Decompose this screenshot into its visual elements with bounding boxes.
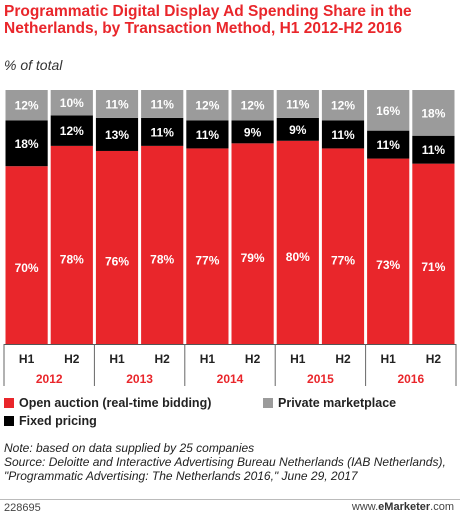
notes: Note: based on data supplied by 25 compa… [4,441,456,483]
data-label-3-9: 16% [376,104,400,118]
legend-label-fixed-pricing: Fixed pricing [19,414,97,428]
x-tick-label-10: H2 [426,352,442,366]
bar-segment-2-7 [276,117,319,141]
data-label-1-4: 78% [150,252,174,266]
data-label-2-9: 11% [377,138,401,152]
stacked-bar-chart: 70% 18% 12% H1 78% 12% 10% H2 76% 13% 11% H1 78% 11% 1… [3,90,457,386]
bar-segment-1-2 [50,145,93,344]
data-label-1-1: 70% [15,261,39,275]
bar-segment-3-6 [231,90,274,121]
legend-item-private-marketplace: Private marketplace [263,396,396,410]
bar-segment-2-5 [186,120,229,149]
source-text: Source: Deloitte and Interactive Adverti… [4,455,446,483]
data-label-3-8: 12% [331,99,355,113]
legend-swatch-private-marketplace [263,398,273,408]
bar-segment-1-9 [367,158,410,344]
bar-segment-2-9 [367,130,410,159]
x-tick-label-3: H1 [109,352,125,366]
bar-segment-1-8 [321,148,365,344]
x-tick-label-4: H2 [155,352,171,366]
bar-segment-3-7 [276,90,319,118]
chart-id: 228695 [4,502,41,514]
brand-prefix: www. [351,501,379,513]
data-label-3-3: 11% [105,97,129,111]
year-label-2016: 2016 [397,372,424,386]
brand-name: eMarketer [378,501,431,513]
footer-divider [0,499,460,500]
legend-swatch-open-auction [4,398,14,408]
brand-logo[interactable]: www.eMarketer.com [352,501,454,513]
data-label-3-7: 11% [286,97,310,111]
x-tick-label-7: H1 [290,352,306,366]
legend-label-open-auction: Open auction (real-time bidding) [19,396,212,410]
x-tick-label-2: H2 [64,352,80,366]
bar-segment-1-7 [276,140,319,344]
bar-segment-1-4 [141,145,184,344]
data-label-1-7: 80% [286,250,310,264]
data-label-3-4: 11% [151,97,175,111]
chart-title: Programmatic Digital Display Ad Spending… [4,3,412,37]
data-label-1-8: 77% [331,253,355,267]
bar-segment-2-10 [412,135,455,164]
data-label-3-5: 12% [195,99,219,113]
bar-segment-1-10 [412,163,455,344]
year-label-2014: 2014 [217,372,244,386]
bar-segment-3-4 [141,90,184,118]
bar-segment-1-6 [231,143,274,344]
data-label-2-7: 9% [289,123,307,137]
data-label-1-9: 73% [376,258,400,272]
legend-item-fixed-pricing: Fixed pricing [4,414,97,428]
bar-segment-2-4 [141,117,184,146]
bar-segment-3-1 [5,90,48,121]
x-tick-label-8: H2 [335,352,351,366]
data-label-2-8: 11% [331,128,355,142]
data-label-1-5: 77% [195,253,219,267]
bar-segment-2-3 [95,117,139,151]
x-tick-label-9: H1 [381,352,397,366]
bar-segment-3-9 [367,90,410,131]
bar-segment-3-2 [50,90,93,116]
bar-segment-3-5 [186,90,229,121]
x-tick-label-1: H1 [19,352,35,366]
bar-segment-1-5 [186,148,229,344]
data-label-2-3: 13% [105,128,129,142]
bar-segment-1-1 [5,166,48,344]
data-label-3-10: 18% [421,106,445,120]
x-tick-label-5: H1 [200,352,216,366]
brand-suffix: .com [430,501,454,513]
data-label-2-5: 11% [196,128,220,142]
data-label-1-3: 76% [105,254,129,268]
data-label-3-2: 10% [60,96,84,110]
data-label-2-4: 11% [151,125,175,139]
note-text: Note: based on data supplied by 25 compa… [4,441,255,455]
bar-segment-1-3 [95,150,139,344]
data-label-2-6: 9% [244,125,262,139]
year-label-2015: 2015 [307,372,334,386]
data-label-3-1: 12% [15,99,39,113]
bar-segment-2-2 [50,115,93,146]
data-label-1-10: 71% [421,260,445,274]
bar-segment-2-8 [321,120,365,149]
bar-segment-2-1 [5,120,48,167]
chart-subtitle: % of total [4,57,63,73]
data-label-3-6: 12% [241,99,265,113]
legend-label-private-marketplace: Private marketplace [278,396,397,410]
x-tick-label-6: H2 [245,352,261,366]
bar-segment-3-10 [412,90,455,136]
data-label-2-1: 18% [15,137,39,151]
data-label-1-6: 79% [241,251,265,265]
bar-segment-3-3 [95,90,139,118]
year-label-2013: 2013 [126,372,153,386]
data-label-2-2: 12% [60,124,84,138]
bar-segment-3-8 [321,90,365,121]
bar-segment-2-6 [231,120,274,144]
data-label-2-10: 11% [422,143,446,157]
legend-item-open-auction: Open auction (real-time bidding) [4,396,211,410]
year-label-2012: 2012 [36,372,63,386]
legend-swatch-fixed-pricing [4,416,14,426]
data-label-1-2: 78% [60,252,84,266]
